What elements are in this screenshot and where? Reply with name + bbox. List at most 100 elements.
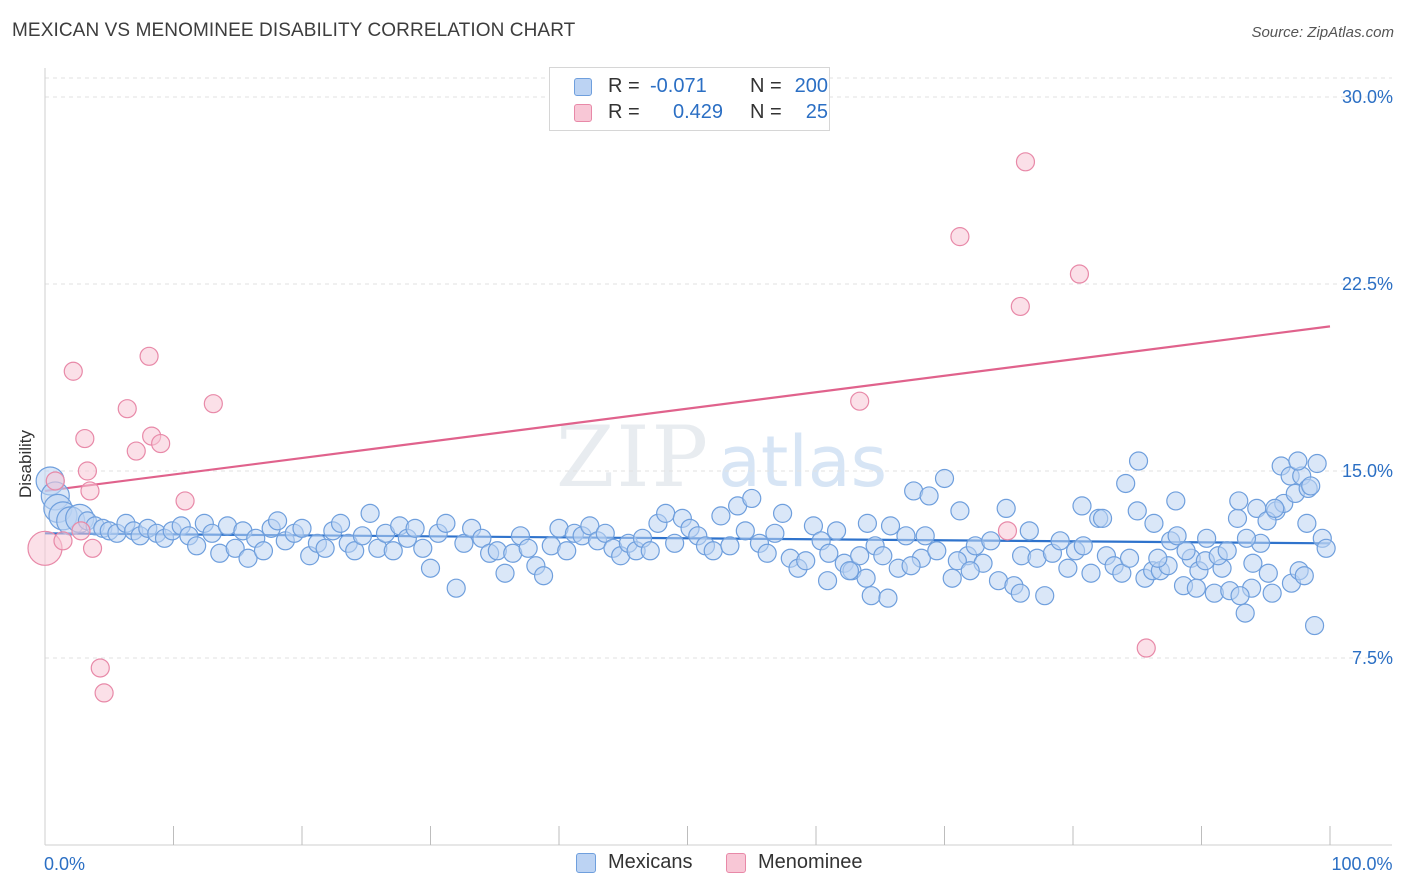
tick-labels: 7.5% 15.0% 22.5% 30.0% 0.0% 100.0% [44,87,1393,874]
legend-r-label: R = [608,75,640,97]
point-mexicans [826,521,847,541]
point-mexicans [656,503,676,523]
point-mexicans [1019,521,1039,541]
point-mexicans [1186,578,1206,598]
point-mexicans [1119,548,1140,568]
legend-r-value: 0.429 [673,101,724,123]
point-mexicans [981,531,1001,551]
point-menominee [139,346,159,366]
point-mexicans [947,551,967,571]
point-mexicans [817,571,838,591]
point-menominee [126,441,146,461]
point-mexicans [1297,513,1317,533]
point-mexicans [1258,563,1278,583]
point-mexicans [796,551,816,571]
point-mexicans [873,546,893,566]
point-mexicans [861,586,881,606]
point-mexicans [1316,538,1336,558]
point-mexicans [1116,473,1136,494]
point-mexicans [1229,491,1249,511]
point-mexicans [1235,603,1255,623]
point-mexicans [640,541,660,561]
point-mexicans [915,526,935,546]
point-mexicans [1128,451,1149,471]
point-mexicans [1265,498,1285,518]
point-mexicans [187,536,207,556]
watermark-zip: ZIP [556,408,710,506]
point-mexicans [757,543,777,563]
point-mexicans [819,543,839,563]
point-mexicans [850,546,870,566]
point-menominee [997,521,1018,541]
point-mexicans [1035,586,1055,606]
point-menominee [90,658,110,678]
legend-n-label: N = [750,101,782,123]
point-mexicans [518,538,538,558]
point-menominee [63,361,83,381]
bottom-legend-label-menominee: Menominee [758,851,863,873]
point-mexicans [225,538,245,558]
point-menominee [1136,638,1156,658]
point-mexicans [901,556,921,576]
point-mexicans [345,541,365,561]
y-tick-label: 22.5% [1342,274,1393,294]
point-mexicans [665,533,685,553]
point-mexicans [839,561,860,581]
stats-legend: R = -0.071 N = 200 R = 0.429 N = 25 [549,67,830,131]
point-mexicans [446,578,466,598]
point-mexicans [580,516,600,536]
legend-n-label: N = [750,75,782,97]
point-menominee [77,461,98,481]
point-menominee [45,471,65,491]
point-mexicans [405,518,425,538]
series-menominee [27,152,1156,703]
point-mexicans [420,558,441,578]
point-menominee [203,394,223,414]
point-mexicans [950,501,970,521]
point-mexicans [772,503,793,523]
point-mexicans [315,538,335,558]
point-mexicans [1167,526,1187,546]
data-points [27,152,1336,703]
point-mexicans [1217,541,1237,561]
point-mexicans [1058,558,1078,578]
point-mexicans [1081,563,1101,583]
point-mexicans [856,568,876,588]
point-mexicans [383,541,403,561]
point-mexicans [1092,508,1113,528]
point-menominee [1015,152,1036,172]
point-menominee [1010,296,1030,317]
point-mexicans [495,563,515,583]
point-mexicans [742,488,762,509]
x-tick-label: 0.0% [44,854,85,874]
point-mexicans [1010,583,1030,603]
watermark-atlas: atlas [718,421,887,503]
point-mexicans [896,526,916,546]
trend-line-menominee [44,325,1331,493]
point-mexicans [711,506,731,526]
point-mexicans [1304,615,1325,636]
point-mexicans [557,541,577,561]
y-tick-label: 7.5% [1352,648,1393,668]
legend-n-value: 200 [794,75,828,97]
point-menominee [175,491,195,511]
y-axis-label: Disability [16,429,35,498]
point-mexicans [330,513,351,533]
point-mexicans [1112,563,1132,583]
point-mexicans [1236,528,1257,548]
point-mexicans [927,541,947,561]
legend-r-value: -0.071 [650,75,707,97]
point-mexicans [1243,553,1263,573]
source-label: Source: ZipAtlas.com [1251,24,1394,41]
point-mexicans [352,526,372,546]
point-mexicans [413,538,433,558]
point-mexicans [996,498,1016,518]
point-mexicans [878,588,898,608]
axes [44,68,1392,846]
legend-swatch-mexicans [574,78,592,96]
bottom-legend-label-mexicans: Mexicans [608,851,693,873]
point-mexicans [880,516,901,536]
point-mexicans [454,533,474,553]
x-tick-label: 100.0% [1331,854,1392,874]
